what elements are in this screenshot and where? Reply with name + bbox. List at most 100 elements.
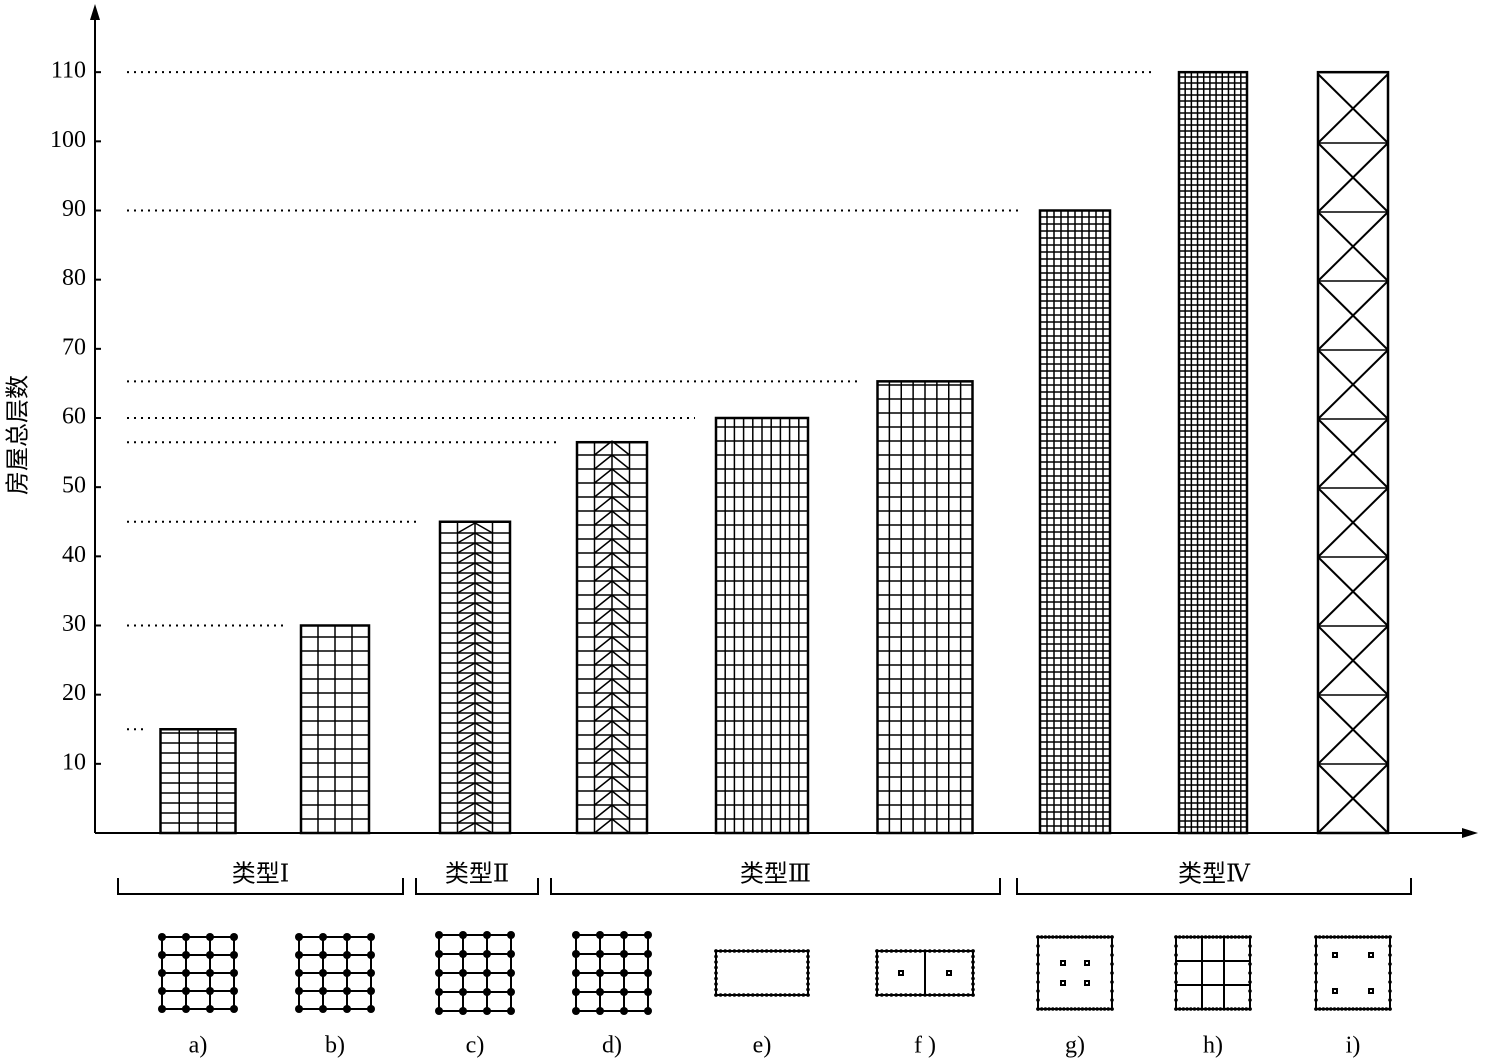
plan-dot xyxy=(1185,1007,1189,1011)
plan-dot xyxy=(1102,1007,1107,1011)
bar-pattern xyxy=(457,542,476,554)
plan-dot xyxy=(714,965,718,970)
bar-pattern xyxy=(594,538,613,554)
plan-dot xyxy=(746,993,750,997)
plan-dot xyxy=(1237,1007,1241,1011)
bar-pattern xyxy=(474,822,493,834)
bar-pattern xyxy=(457,692,476,704)
plan-dot xyxy=(1110,935,1114,939)
bar-pattern xyxy=(474,772,493,784)
plan-dot xyxy=(1248,953,1252,957)
plan-dot xyxy=(774,993,778,997)
plan-dot xyxy=(459,1007,467,1015)
y-tick-label: 20 xyxy=(62,680,86,706)
bar-pattern xyxy=(611,622,630,638)
plan-dot xyxy=(1174,962,1178,966)
plan-dot xyxy=(1069,1007,1074,1011)
bar-pattern-group xyxy=(160,729,236,833)
plan-dot xyxy=(1036,1007,1040,1011)
plan-dot xyxy=(1036,971,1040,975)
plan-dot xyxy=(760,993,764,997)
bar-pattern xyxy=(474,722,493,734)
plan-dot xyxy=(908,993,913,997)
bar-pattern xyxy=(594,482,613,498)
plan-dot xyxy=(1388,944,1392,948)
plan-dot xyxy=(769,949,773,953)
plan-dot xyxy=(1189,1007,1193,1011)
plan-dot xyxy=(1051,935,1055,939)
plan-dot xyxy=(932,993,937,997)
plan-dot xyxy=(1229,1007,1234,1011)
plan-dot xyxy=(755,993,760,997)
y-tick-label: 60 xyxy=(62,404,86,430)
plan-outline xyxy=(1175,936,1251,1010)
bar-pattern xyxy=(594,454,613,470)
bar-pattern xyxy=(457,522,476,534)
plan-dot xyxy=(806,982,810,986)
plan-dot xyxy=(507,950,515,958)
bar-pattern xyxy=(474,532,493,544)
plan-dot xyxy=(1388,980,1392,984)
plan-dot xyxy=(778,993,783,997)
plan-dot xyxy=(1036,998,1040,1002)
plan-dot xyxy=(918,949,922,953)
plan-dot xyxy=(1177,1007,1182,1011)
x-tick-label: c) xyxy=(466,1033,485,1059)
group-label: 类型Ⅳ xyxy=(1178,861,1251,888)
plan-icon xyxy=(572,931,652,1015)
bar-pattern xyxy=(1317,487,1389,558)
plan-dot xyxy=(507,931,515,939)
bar-pattern xyxy=(457,822,476,834)
bar-pattern xyxy=(594,664,613,680)
plan-dot xyxy=(1351,1007,1355,1011)
bar xyxy=(299,624,371,835)
plan-dot xyxy=(904,993,908,997)
plan-dot xyxy=(1065,1007,1070,1011)
bar-pattern xyxy=(611,720,630,736)
plan-dot xyxy=(714,960,718,964)
plan-dot xyxy=(937,949,942,953)
plan-dot xyxy=(1388,1007,1392,1011)
plan-dot xyxy=(1248,944,1252,948)
plan-dot xyxy=(572,1007,580,1015)
bar-pattern xyxy=(457,662,476,674)
bar-pattern xyxy=(611,748,630,764)
bar-pattern xyxy=(594,734,613,750)
bar-pattern xyxy=(611,594,630,610)
plan-dot xyxy=(966,949,970,953)
plan-dot xyxy=(1110,998,1114,1002)
plan-dot xyxy=(884,949,889,953)
bar-pattern xyxy=(474,662,493,674)
plan-dot xyxy=(644,950,652,958)
plan-dot xyxy=(783,949,787,953)
plan-outline xyxy=(1332,988,1338,994)
y-tick-label: 100 xyxy=(50,127,86,153)
plan-dot xyxy=(884,993,889,997)
plan-dot xyxy=(1388,962,1392,966)
plan-dot xyxy=(1110,989,1114,993)
y-tick-label: 50 xyxy=(62,473,86,499)
bar-pattern xyxy=(474,552,493,564)
bar-pattern xyxy=(594,552,613,568)
bar-pattern xyxy=(474,812,493,824)
bar-pattern xyxy=(457,552,476,564)
plan-dot xyxy=(367,969,375,977)
plan-outline xyxy=(946,970,952,976)
bar-pattern xyxy=(594,748,613,764)
plan-dot xyxy=(1110,980,1114,984)
plan-dot xyxy=(1214,1007,1219,1011)
plan-dot xyxy=(1248,989,1252,993)
bar-pattern xyxy=(457,582,476,594)
plan-dot xyxy=(1110,962,1114,966)
plan-dot xyxy=(801,993,806,997)
plan-dot xyxy=(1181,935,1186,939)
plan-dot xyxy=(956,993,961,997)
plan-dot xyxy=(1080,1007,1085,1011)
plan-dot xyxy=(1088,1007,1092,1011)
bar-pattern xyxy=(474,652,493,664)
bar-pattern xyxy=(474,612,493,624)
plan-dot xyxy=(1110,944,1114,948)
plan-dot xyxy=(1233,1007,1237,1011)
plan-dot xyxy=(343,1005,351,1013)
plan-dot xyxy=(806,960,810,964)
